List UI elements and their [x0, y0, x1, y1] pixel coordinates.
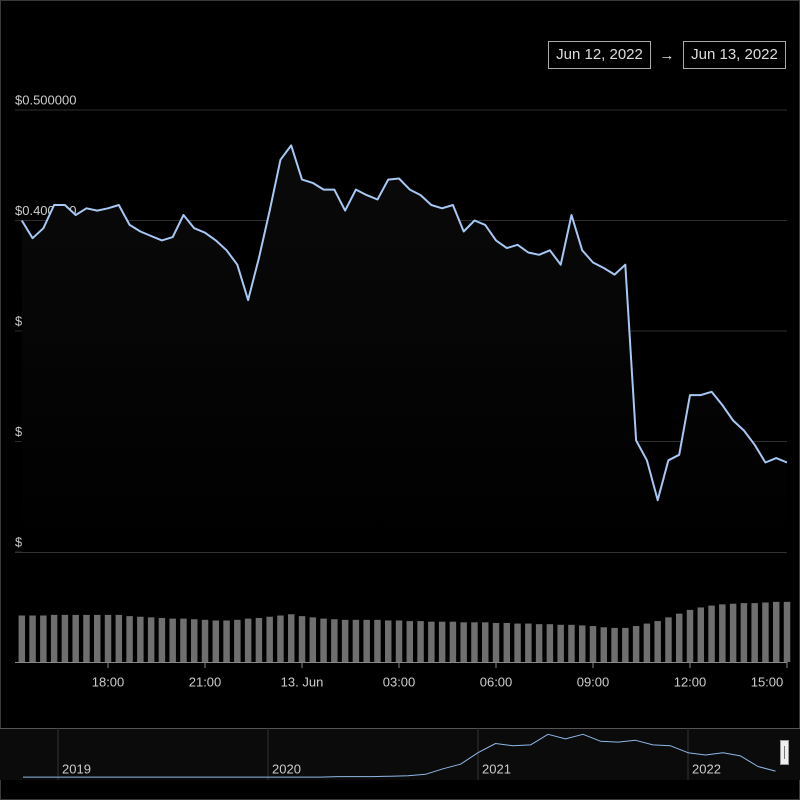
range-separator: → [660, 47, 675, 64]
volume-bar [83, 614, 90, 662]
volume-bar [772, 601, 780, 662]
volume-bar [611, 627, 618, 662]
volume-bar [762, 602, 769, 662]
volume-bar [309, 617, 317, 662]
x-tick-label: 03:00 [383, 674, 416, 689]
volume-bar [460, 622, 467, 662]
volume-bar [298, 616, 306, 662]
volume-bar [18, 615, 26, 662]
volume-bar [234, 619, 241, 662]
volume-bar [643, 623, 651, 662]
volume-bar [557, 624, 564, 662]
volume-bar [180, 618, 187, 662]
volume-bar [94, 614, 101, 662]
volume-bar [417, 621, 424, 662]
volume-bar [568, 624, 575, 662]
volume-bar [697, 607, 705, 662]
volume-bar [341, 619, 349, 662]
y-tick-label: $0.500000 [15, 92, 76, 107]
x-tick-label: 21:00 [189, 674, 222, 689]
x-tick-label: 06:00 [480, 674, 513, 689]
volume-bar [158, 617, 166, 662]
volume-bar [675, 613, 683, 662]
volume-bar [514, 623, 521, 662]
volume-bar [104, 614, 112, 662]
volume-bar [244, 618, 252, 662]
volume-bar [600, 627, 608, 662]
volume-bar [783, 601, 791, 662]
volume-bar [578, 625, 586, 662]
volume-bar [492, 622, 500, 662]
navigator-label: 2021 [482, 761, 511, 776]
x-tick-label: 09:00 [577, 674, 610, 689]
navigator-background [0, 728, 800, 780]
navigator-label: 2020 [272, 761, 301, 776]
date-range: Jun 12, 2022 → Jun 13, 2022 [548, 41, 786, 69]
volume-bar [589, 626, 597, 662]
volume-bar [255, 617, 263, 662]
volume-bar [654, 621, 661, 662]
volume-bar [632, 626, 640, 662]
x-tick-label: 12:00 [674, 674, 707, 689]
volume-bar [751, 603, 758, 662]
volume-bar [428, 621, 435, 662]
volume-bar [708, 605, 715, 662]
x-tick-label: 15:00 [751, 674, 784, 689]
volume-bar [686, 609, 694, 662]
volume-bar [481, 622, 489, 662]
area [21, 145, 788, 552]
volume-bar [363, 619, 370, 662]
volume-bar [61, 614, 69, 662]
volume-bar [288, 614, 295, 662]
volume-bar [40, 615, 47, 662]
volume-bar [266, 616, 273, 662]
range-to-box[interactable] [683, 41, 786, 69]
x-tick-label: 18:00 [92, 674, 125, 689]
line [20, 144, 788, 502]
volume-bar [50, 614, 58, 662]
volume-bar [137, 616, 144, 662]
volume-bar [395, 620, 403, 662]
volume-bar [223, 620, 230, 662]
navigator-label: 2019 [62, 761, 91, 776]
volume-bar [385, 620, 392, 662]
line [23, 733, 776, 778]
range-to[interactable]: Jun 13, 2022 [691, 46, 778, 63]
volume-bar [29, 615, 36, 662]
volume-bar [740, 603, 748, 662]
volume-bar [191, 619, 198, 662]
volume-bar [147, 617, 155, 662]
volume-bar [201, 619, 209, 662]
volume-bar [719, 604, 726, 662]
range-from[interactable]: Jun 12, 2022 [556, 46, 643, 63]
volume-bar [525, 623, 532, 662]
x-tick-label: 13. Jun [281, 674, 324, 689]
volume-bar [352, 619, 360, 662]
volume-bar [406, 621, 414, 662]
volume-bar [126, 616, 133, 662]
volume-bar [277, 615, 284, 662]
volume-bar [72, 614, 79, 662]
volume-bar [320, 618, 327, 662]
volume-bar [535, 624, 543, 662]
volume-bar [115, 614, 123, 662]
volume-bar [438, 621, 446, 662]
volume-bar [471, 622, 478, 662]
range-from-box[interactable] [548, 41, 651, 69]
volume-bar [169, 618, 176, 662]
volume-bar [622, 627, 629, 662]
volume-bar [665, 617, 672, 662]
navigator-label: 2022 [692, 761, 721, 776]
volume-bar [503, 622, 511, 662]
volume-bar [212, 620, 220, 662]
volume-bar [331, 619, 338, 662]
volume-bar [729, 603, 737, 662]
volume-bar [449, 621, 457, 662]
volume-bar [374, 619, 381, 662]
volume-bar [546, 624, 554, 662]
